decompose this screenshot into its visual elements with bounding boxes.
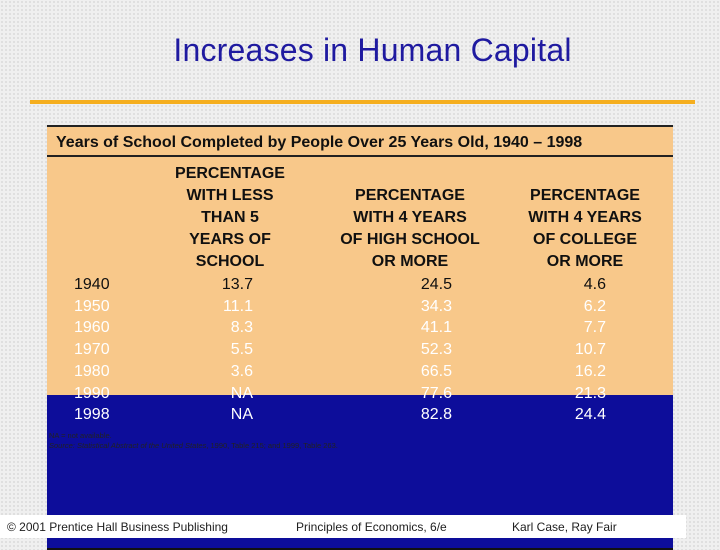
cell-less-than-5: 5.5 (230, 341, 253, 359)
row-year: 1970 (74, 341, 110, 359)
row-year: 1940 (74, 276, 110, 293)
table-row: 1980 3.6 66.5 16.2 (47, 361, 673, 383)
table-header-band (47, 157, 673, 395)
source-title: Statistical Abstract of the United State… (76, 441, 207, 450)
table-row: 1950 11.1 34.3 6.2 (47, 296, 673, 318)
footer-book: Principles of Economics, 6/e (296, 520, 447, 534)
row-year: 1998 (74, 406, 110, 424)
source-rest: , 1990, Table 215; and 1999, Table 263. (206, 441, 338, 450)
cell-college: 21.3 (574, 384, 606, 402)
table-caption-band: Years of School Completed by People Over… (47, 125, 673, 157)
table-row: 1990 NA 77.6 21.3 (47, 383, 673, 405)
cell-high-school: 77.6 (420, 384, 452, 402)
row-year: 1960 (74, 319, 110, 337)
na-note: NA = not available. (49, 431, 112, 440)
cell-high-school: 41.1 (420, 319, 452, 337)
cell-high-school: 66.5 (420, 362, 452, 380)
cell-college: 6.2 (583, 297, 606, 315)
title-divider (30, 100, 695, 104)
cell-high-school: 24.5 (420, 276, 452, 293)
cell-less-than-5: NA (230, 384, 253, 402)
cell-college: 10.7 (574, 341, 606, 359)
row-year: 1990 (74, 384, 110, 402)
cell-less-than-5: 13.7 (221, 276, 253, 293)
footer-authors: Karl Case, Ray Fair (512, 520, 617, 534)
cell-less-than-5: 11.1 (223, 297, 253, 315)
source-note: Source: Statistical Abstract of the Unit… (49, 441, 338, 450)
table-row: 1970 5.5 52.3 10.7 (47, 339, 673, 361)
table-row: 1940 13.7 24.5 4.6 (47, 274, 673, 296)
cell-college: 24.4 (574, 406, 606, 424)
cell-college: 4.6 (583, 276, 606, 293)
education-table: Years of School Completed by People Over… (47, 125, 673, 550)
table-row: 1960 8.3 41.1 7.7 (47, 317, 673, 339)
cell-college: 7.7 (583, 319, 606, 337)
slide-footer: © 2001 Prentice Hall Business Publishing… (0, 515, 686, 538)
column-header-college: PERCENTAGE WITH 4 YEARS OF COLLEGE OR MO… (528, 187, 642, 270)
cell-high-school: 82.8 (420, 406, 452, 424)
cell-less-than-5: 8.3 (230, 319, 253, 337)
column-header-less-than-5: PERCENTAGE WITH LESS THAN 5 YEARS OF SCH… (175, 165, 285, 270)
cell-college: 16.2 (574, 362, 606, 380)
cell-less-than-5: 3.6 (230, 362, 253, 380)
table-row: 1998 NA 82.8 24.4 (47, 404, 673, 426)
row-year: 1980 (74, 362, 110, 380)
row-year: 1950 (74, 297, 110, 315)
table-caption: Years of School Completed by People Over… (56, 134, 583, 151)
slide-title: Increases in Human Capital (173, 32, 572, 68)
source-label: Source: (49, 441, 75, 450)
cell-less-than-5: NA (230, 406, 253, 424)
cell-high-school: 34.3 (420, 297, 452, 315)
footer-copyright: © 2001 Prentice Hall Business Publishing (7, 520, 228, 534)
cell-high-school: 52.3 (420, 341, 452, 359)
column-header-high-school: PERCENTAGE WITH 4 YEARS OF HIGH SCHOOL O… (340, 187, 480, 270)
